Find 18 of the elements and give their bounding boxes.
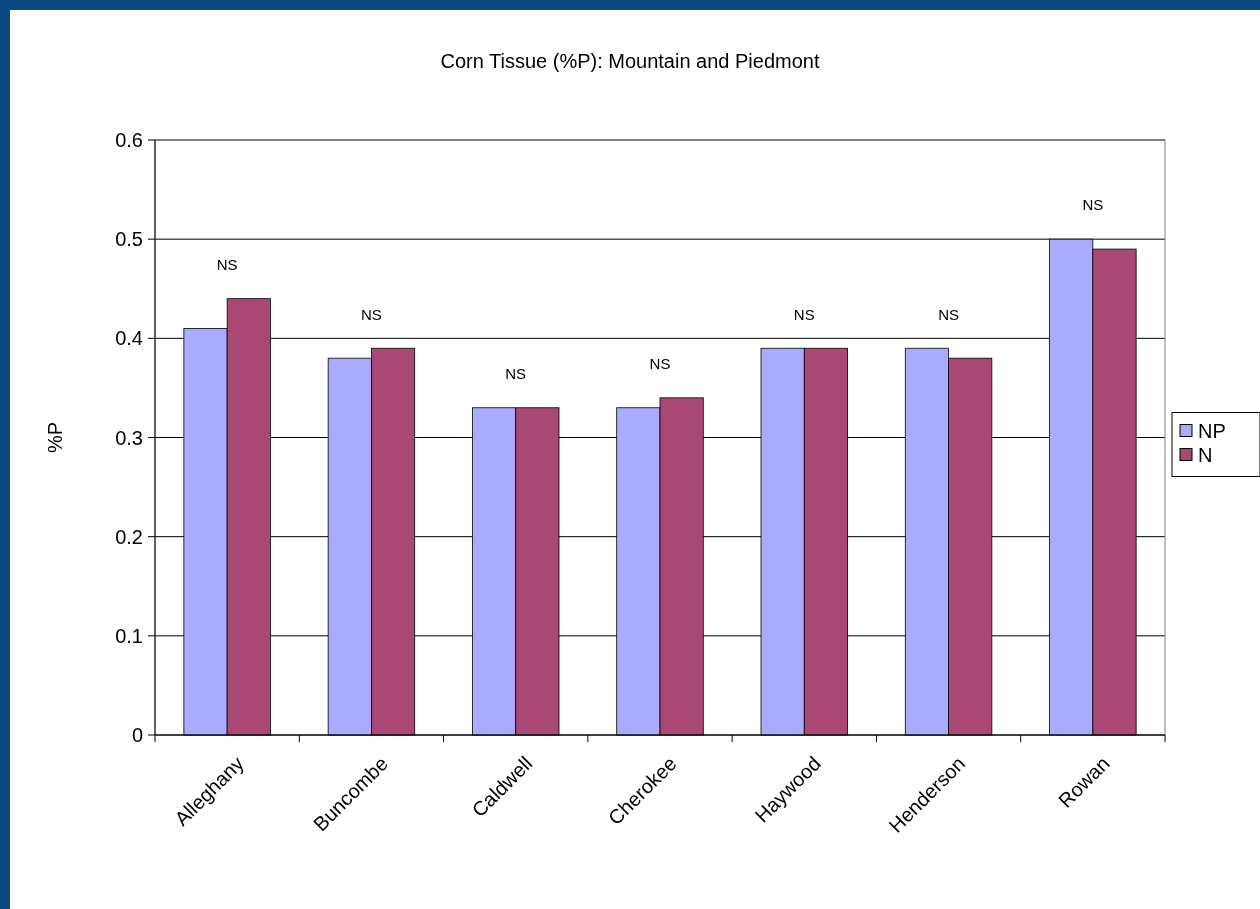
y-tick-label: 0.3 <box>115 426 143 449</box>
legend-label: NP <box>1198 419 1226 442</box>
y-axis-title: %P <box>44 421 66 454</box>
y-tick-label: 0.2 <box>115 525 143 548</box>
annotation: NS <box>361 305 382 323</box>
annotation: NS <box>1082 196 1104 214</box>
annotation: NS <box>216 255 238 273</box>
chart-title: Corn Tissue (%P): Mountain and Piedmont <box>440 50 820 72</box>
annotation: NS <box>649 355 671 373</box>
y-tick-label: 0.5 <box>115 228 143 251</box>
annotation: NS <box>938 305 959 323</box>
y-tick-label: 0.4 <box>115 327 143 350</box>
y-tick-label: 0 <box>131 724 143 746</box>
legend-label: N <box>1198 443 1213 466</box>
annotation: NS <box>793 305 815 323</box>
y-tick-label: 0.6 <box>115 129 143 151</box>
annotation: NS <box>505 365 527 382</box>
y-tick-label: 0.1 <box>115 624 143 647</box>
